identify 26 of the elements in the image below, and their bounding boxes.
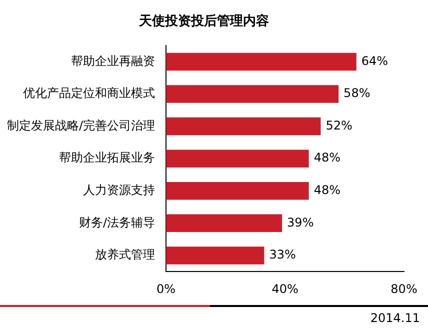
data-label: 52% [326, 118, 352, 132]
data-label: 64% [361, 54, 388, 68]
y-tick-label: 制定发展战略/完善公司治理 [6, 118, 156, 132]
y-tick-label: 人力资源支持 [83, 183, 156, 198]
data-label: 48% [314, 150, 340, 165]
y-tick-label: 财务/法务辅导 [78, 215, 156, 230]
text: 2014.11 [370, 311, 420, 325]
bar [166, 150, 309, 168]
bar [166, 214, 282, 232]
y-tick-label: 帮助企业拓展业务 [59, 150, 156, 165]
bar [166, 85, 339, 103]
bar [166, 117, 321, 136]
x-tick-label: 80% [390, 282, 418, 296]
chart-title: 天使投资投后管理内容 [138, 13, 269, 30]
data-label: 58% [344, 86, 370, 100]
x-tick-label: 40% [272, 282, 298, 296]
bar [166, 52, 356, 71]
bar [166, 182, 309, 200]
data-label: 33% [269, 248, 296, 262]
bar [166, 246, 264, 264]
y-tick-label: 优化产品定位和商业模式 [23, 86, 156, 100]
data-label: 48% [314, 183, 340, 198]
x-tick-label: 0% [156, 282, 176, 296]
data-label: 39% [287, 215, 314, 230]
y-tick-label: 帮助企业再融资 [71, 54, 156, 68]
y-tick-label: 放养式管理 [95, 248, 156, 262]
